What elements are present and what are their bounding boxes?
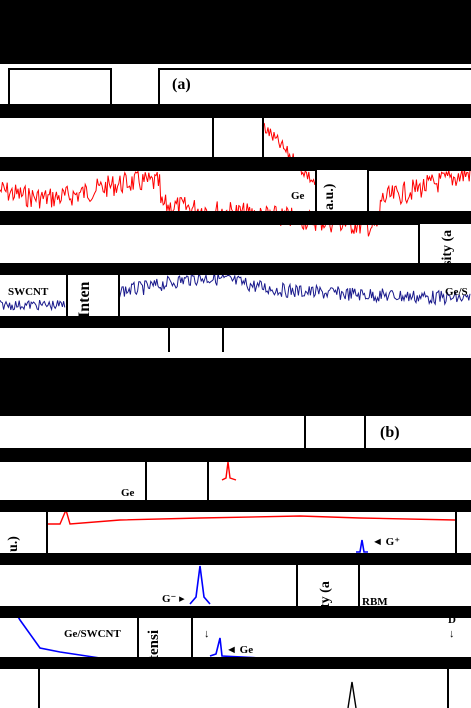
redaction-bar xyxy=(0,448,471,462)
sample-label: SWCNT xyxy=(8,286,49,298)
redaction-bar xyxy=(0,211,471,225)
frame-box xyxy=(168,326,224,352)
panel-a: (a) Ge a.u.) sity (a SWCNT Inten Ge/S xyxy=(0,0,471,352)
panel-tag: (b) xyxy=(380,424,400,441)
frame-box xyxy=(0,667,40,708)
redaction-bar xyxy=(0,157,471,171)
frame-box xyxy=(447,667,471,708)
annotation-g-minus: G⁻ ▸ xyxy=(162,593,185,605)
annotation-ge: ◄ Ge xyxy=(226,644,254,656)
y-axis-label: sity (a xyxy=(440,229,455,266)
red-raman-spike xyxy=(261,122,321,187)
red-raman-trace xyxy=(44,507,456,525)
blue-g-band-trace xyxy=(189,565,211,605)
annotation-g-plus-text: G⁺ xyxy=(385,536,401,548)
sample-label: Ge/S xyxy=(445,286,468,298)
y-axis-label: Inten xyxy=(76,281,93,318)
down-arrow-icon: ↓ xyxy=(449,628,455,640)
annotation-d: D xyxy=(448,614,456,626)
blue-raman-trace xyxy=(115,271,471,306)
y-axis-label: a.u.) xyxy=(322,183,337,210)
redaction-bar xyxy=(0,104,471,118)
sample-label: Ge xyxy=(121,487,135,499)
y-axis-label: tensi xyxy=(146,630,162,660)
redaction-bar xyxy=(0,657,471,669)
panel-tag: (a) xyxy=(172,76,191,93)
redaction-bar xyxy=(0,263,471,275)
red-raman-trace xyxy=(0,164,471,237)
red-ge-peak xyxy=(221,461,237,481)
blue-raman-trace-lower xyxy=(209,637,261,659)
sample-label: Ge xyxy=(291,190,305,202)
frame-box xyxy=(315,168,369,216)
redaction-bar xyxy=(0,358,471,416)
panel-b: (b) Ge u.) ◄ G⁺ ty (a RBM G⁻ ▸ Ge/SWCNT … xyxy=(0,352,471,708)
frame-box xyxy=(455,510,471,558)
sample-label: Ge/SWCNT xyxy=(64,628,121,640)
redaction-bar xyxy=(0,606,471,618)
annotation-ge-text: Ge xyxy=(239,644,254,656)
redaction-bar xyxy=(0,500,471,512)
black-peak xyxy=(347,681,357,708)
annotation-rbm: RBM xyxy=(362,596,388,608)
blue-g-plus-peak xyxy=(356,539,368,553)
y-axis-label: u.) xyxy=(6,536,21,552)
down-arrow-icon: ↓ xyxy=(204,628,210,640)
y-axis-label: ty (a xyxy=(318,581,333,608)
annotation-g-plus: ◄ G⁺ xyxy=(372,536,401,548)
annotation-g-minus-text: G⁻ xyxy=(162,593,177,605)
redaction-bar xyxy=(0,316,471,328)
redaction-bar xyxy=(0,553,471,565)
redaction-bar xyxy=(0,0,471,64)
